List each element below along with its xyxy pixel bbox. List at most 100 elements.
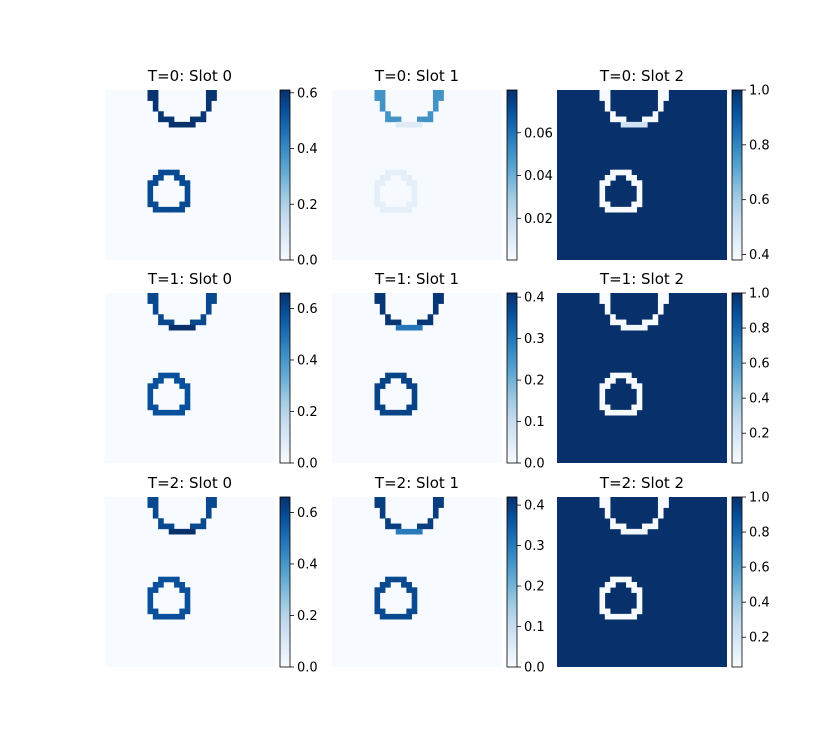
heatmap-cell-ring-top [379, 95, 386, 101]
heatmap-cell-ring-low [147, 180, 154, 186]
heatmap-cell-ring-top [432, 502, 439, 508]
colorbar-tick-label: 0.4 [297, 142, 318, 157]
heatmap-cell-ring-low [604, 201, 611, 208]
heatmap-cell-ring-low [636, 185, 643, 192]
heatmap-cell-ring-top [432, 497, 439, 503]
heatmap-cell-ring-low [604, 409, 611, 416]
heatmap-cell-ring-top [211, 95, 217, 101]
heatmap-cell-ring-top [395, 319, 402, 326]
heatmap-cell-ring-low [599, 399, 606, 405]
heatmap-cell-ring-low [179, 378, 185, 384]
heatmap-cell-ring-top [411, 324, 418, 331]
heatmap-cell-ring-low [401, 169, 407, 176]
heatmap-cell-ring-top [379, 308, 386, 315]
heatmap-cell-ring-top [395, 116, 402, 123]
heatmap-cell-ring-low [179, 206, 185, 213]
heatmap-cell-ring-top [205, 507, 212, 514]
heatmap-cell-ring-low [406, 409, 412, 416]
heatmap-cell-ring-top [190, 121, 196, 128]
heatmap-cell-ring-top [432, 298, 439, 304]
heatmap-cell-ring-top [411, 528, 418, 535]
heatmap-cell-ring-low [152, 608, 159, 615]
heatmap-cell-ring-top [652, 314, 659, 320]
colorbar [731, 292, 743, 464]
heatmap-cell-ring-low [152, 587, 159, 593]
panel-title: T=1: Slot 1 [374, 270, 459, 288]
heatmap-cell-ring-low [379, 587, 386, 593]
heatmap-cell-ring-low [374, 587, 381, 593]
heatmap-cell-ring-top [158, 319, 164, 326]
heatmap-cell-ring-low [406, 613, 412, 620]
heatmap-cell-ring-low [406, 201, 412, 208]
heatmap-cell-ring-low [406, 206, 412, 213]
heatmap-cell-ring-low [179, 383, 185, 389]
heatmap-cell-ring-top [604, 105, 611, 112]
heatmap-cell-ring-top [610, 319, 616, 326]
heatmap-cell-ring-top [163, 319, 170, 326]
colorbar-tick-label: 0.06 [524, 126, 553, 141]
heatmap-cell-ring-top [599, 90, 606, 96]
panel-title: T=2: Slot 2 [599, 474, 684, 492]
heatmap-cell-ring-low [615, 613, 622, 620]
heatmap-cell-ring-low [599, 597, 606, 604]
heatmap-cell-ring-low [636, 180, 643, 186]
colorbar-tick-label: 1.0 [749, 287, 770, 302]
heatmap-cell-ring-top [205, 308, 212, 315]
heatmap-cell-ring-low [599, 393, 606, 400]
heatmap-background [332, 293, 502, 463]
heatmap-cell-ring-low [184, 201, 191, 208]
heatmap-cell-ring-top [174, 528, 180, 535]
colorbar-tick-label: 0.8 [749, 322, 770, 337]
colorbar-tick-label: 1.0 [749, 491, 770, 506]
heatmap-cell-ring-top [642, 528, 648, 535]
heatmap-cell-ring-top [205, 502, 212, 508]
heatmap-cell-ring-low [610, 409, 616, 416]
heatmap-cell-ring-top [163, 116, 170, 123]
heatmap-cell-ring-top [211, 497, 217, 503]
heatmap-cell-ring-top [438, 497, 444, 503]
heatmap-cell-ring-top [657, 293, 664, 299]
heatmap-cell-ring-low [184, 404, 191, 411]
heatmap-cell-ring-top [620, 116, 627, 123]
heatmap-cell-ring-top [610, 523, 616, 530]
heatmap-cell-ring-low [401, 409, 407, 416]
heatmap-cell-ring-low [599, 587, 606, 593]
heatmap-cell-ring-low [147, 592, 154, 599]
heatmap-cell-ring-top [211, 298, 217, 304]
heatmap-cell-ring-top [427, 314, 434, 320]
heatmap-cell-ring-low [179, 582, 185, 588]
heatmap-cell-ring-top [390, 523, 397, 530]
heatmap-cell-ring-top [200, 314, 207, 320]
colorbar-tick-label: 0.04 [524, 169, 553, 184]
heatmap-cell-ring-low [620, 576, 627, 583]
heatmap-cell-ring-top [390, 319, 397, 326]
heatmap-cell-ring-top [432, 308, 439, 315]
heatmap-cell-ring-top [395, 528, 402, 535]
heatmap-cell-ring-low [179, 613, 185, 620]
heatmap-cell-ring-top [411, 121, 418, 128]
heatmap-cell-ring-low [168, 576, 175, 583]
heatmap-cell-ring-low [379, 409, 386, 416]
heatmap-cell-ring-top [620, 523, 627, 530]
heatmap-cell-ring-top [401, 528, 407, 535]
heatmap-cell-ring-top [205, 303, 212, 310]
heatmap-cell-ring-top [620, 121, 627, 128]
heatmap-cell-ring-low [147, 388, 154, 395]
heatmap-cell-ring-top [652, 518, 659, 524]
heatmap-cell-ring-low [147, 383, 154, 389]
heatmap-cell-ring-low [158, 409, 164, 416]
heatmap-cell-ring-top [379, 298, 386, 304]
heatmap-cell-ring-low [620, 169, 627, 176]
heatmap-cell-ring-low [168, 372, 175, 379]
heatmap-cell-ring-low [411, 393, 418, 400]
heatmap-cell-ring-low [385, 175, 391, 181]
heatmap-cell-ring-low [147, 587, 154, 593]
heatmap-cell-ring-low [152, 378, 159, 384]
heatmap-cell-ring-top [190, 324, 196, 331]
heatmap-cell-ring-low [395, 372, 402, 379]
heatmap-cell-ring-low [152, 383, 159, 389]
heatmap-cell-ring-top [604, 512, 611, 519]
heatmap-cell-ring-low [411, 592, 418, 599]
heatmap-cell-ring-low [604, 582, 611, 588]
